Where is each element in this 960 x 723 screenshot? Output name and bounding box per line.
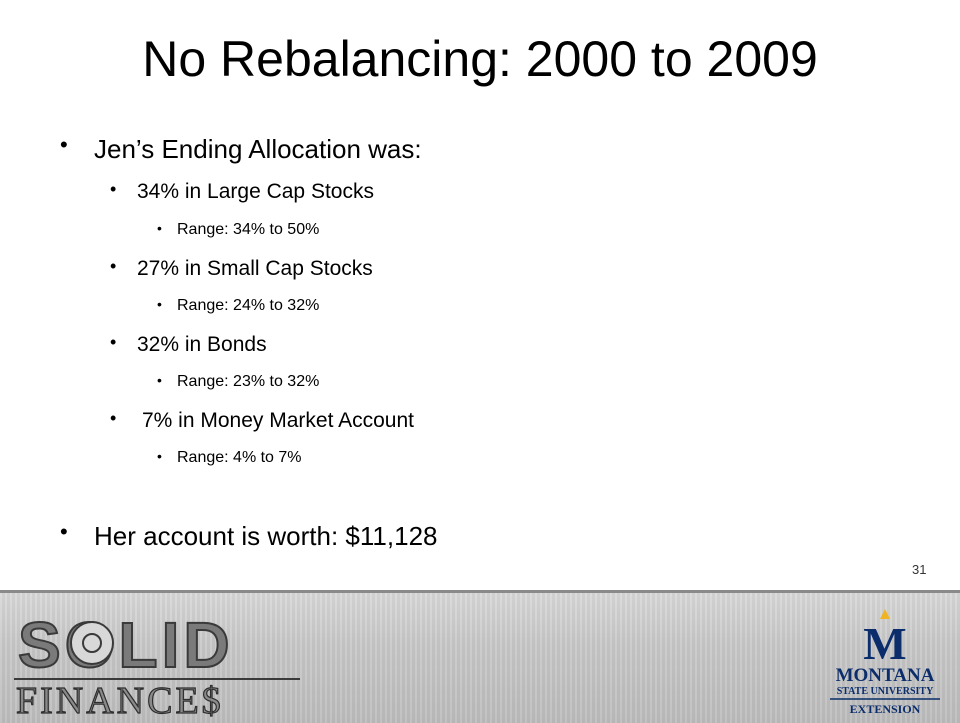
footer-banner: SOLID FINANCE$ M MONTANA STATE UNIVERSIT…	[0, 590, 960, 723]
bullet-dot-icon: •	[157, 220, 162, 236]
bullet-text: 32% in Bonds	[137, 333, 267, 356]
flame-icon	[880, 609, 890, 619]
svg-text:MONTANA: MONTANA	[836, 665, 935, 686]
bullet-text: Range: 24% to 32%	[177, 297, 320, 314]
bullet-dot-icon: •	[110, 332, 117, 352]
svg-text:SOLID: SOLID	[18, 609, 234, 681]
bullet-dot-icon: •	[157, 296, 162, 312]
bullet-dot-icon: •	[157, 372, 162, 388]
bullet-text: Jen’s Ending Allocation was:	[94, 134, 422, 164]
msu-extension-logo: M MONTANA STATE UNIVERSITY EXTENSION	[830, 609, 940, 716]
svg-text:EXTENSION: EXTENSION	[850, 702, 921, 716]
bullet-dot-icon: •	[60, 519, 68, 544]
bullet-dot-icon: •	[60, 132, 68, 157]
svg-text:STATE UNIVERSITY: STATE UNIVERSITY	[837, 686, 934, 697]
bullet-text: Range: 23% to 32%	[177, 373, 320, 390]
bullet-text: Range: 4% to 7%	[177, 449, 302, 466]
bullet-dot-icon: •	[110, 179, 117, 199]
slide-title: No Rebalancing: 2000 to 2009	[142, 31, 818, 87]
bullet-text: Her account is worth: $11,128	[94, 521, 438, 551]
solid-finances-logo: SOLID FINANCE$	[14, 608, 300, 723]
bullet-dot-icon: •	[157, 448, 162, 464]
slide-number: 31	[912, 562, 927, 577]
svg-text:M: M	[863, 618, 906, 669]
bullet-text: Range: 34% to 50%	[177, 221, 320, 238]
bullet-text: 27% in Small Cap Stocks	[137, 257, 373, 280]
bullet-dot-icon: •	[110, 256, 117, 276]
svg-text:FINANCE$: FINANCE$	[16, 680, 224, 722]
bullet-dot-icon: •	[110, 408, 117, 428]
bullet-text: 34% in Large Cap Stocks	[137, 180, 374, 203]
bullet-text: 7% in Money Market Account	[142, 409, 414, 432]
wheel-icon	[70, 621, 114, 665]
